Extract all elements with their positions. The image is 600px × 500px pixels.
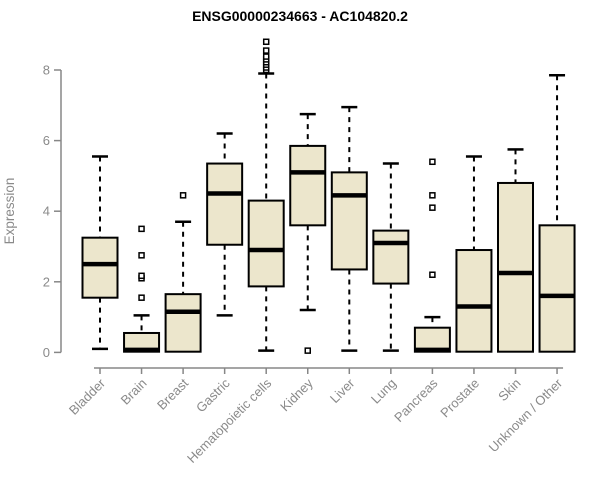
x-tick-label-breast: Breast <box>154 375 191 412</box>
y-tick-label: 4 <box>43 204 50 219</box>
y-axis-label: Expression <box>2 178 17 245</box>
chart-title: ENSG00000234663 - AC104820.2 <box>192 8 408 24</box>
box-rect <box>164 293 202 353</box>
x-tick-label-lung: Lung <box>368 376 399 407</box>
x-tick-label-pancreas: Pancreas <box>391 375 441 425</box>
box-prostate <box>455 155 493 353</box>
y-tick-label: 8 <box>43 63 50 78</box>
outlier-point <box>262 38 270 46</box>
x-tick-label-brain: Brain <box>118 376 150 408</box>
box-pancreas <box>413 158 451 353</box>
box-bladder <box>81 155 119 351</box>
x-tick-label-prostate: Prostate <box>437 376 482 421</box>
outlier-point <box>138 294 145 301</box>
x-tick-label-unknown-other: Unknown / Other <box>486 375 566 455</box>
outlier-point <box>262 53 270 60</box>
outlier-point <box>429 271 436 278</box>
box-rect <box>330 171 368 271</box>
x-tick-label-liver: Liver <box>327 375 358 406</box>
box-rect <box>247 199 285 288</box>
boxes-group <box>81 38 576 354</box>
y-tick-label: 0 <box>43 345 50 360</box>
outlier-point <box>138 225 145 233</box>
outlier-point <box>262 47 270 54</box>
box-breast <box>164 192 202 353</box>
box-liver <box>330 105 368 352</box>
box-gastric <box>206 132 244 317</box>
outlier-point <box>304 347 311 354</box>
x-tick-label-kidney: Kidney <box>277 375 316 414</box>
x-tick-label-skin: Skin <box>495 376 523 404</box>
box-kidney <box>289 112 327 354</box>
box-rect <box>372 229 410 285</box>
box-unknown-other <box>538 74 576 353</box>
box-rect <box>455 249 493 353</box>
outlier-point <box>429 192 436 199</box>
x-tick-label-gastric: Gastric <box>193 375 233 415</box>
box-skin <box>497 148 534 353</box>
box-hematopoietic-cells <box>247 38 285 352</box>
outlier-point <box>179 192 187 199</box>
outlier-point <box>429 158 436 166</box>
y-tick-label: 2 <box>43 274 50 289</box>
box-rect <box>206 162 244 246</box>
box-rect <box>497 181 534 353</box>
box-rect <box>538 224 576 353</box>
box-rect <box>81 236 119 299</box>
outlier-point <box>429 204 436 211</box>
outlier-point <box>138 252 145 259</box>
outlier-point <box>138 272 145 280</box>
y-tick-label: 6 <box>43 133 50 148</box>
box-lung <box>372 162 410 352</box>
box-rect <box>289 144 327 227</box>
x-tick-label-bladder: Bladder <box>66 375 109 418</box>
box-brain <box>123 225 161 353</box>
